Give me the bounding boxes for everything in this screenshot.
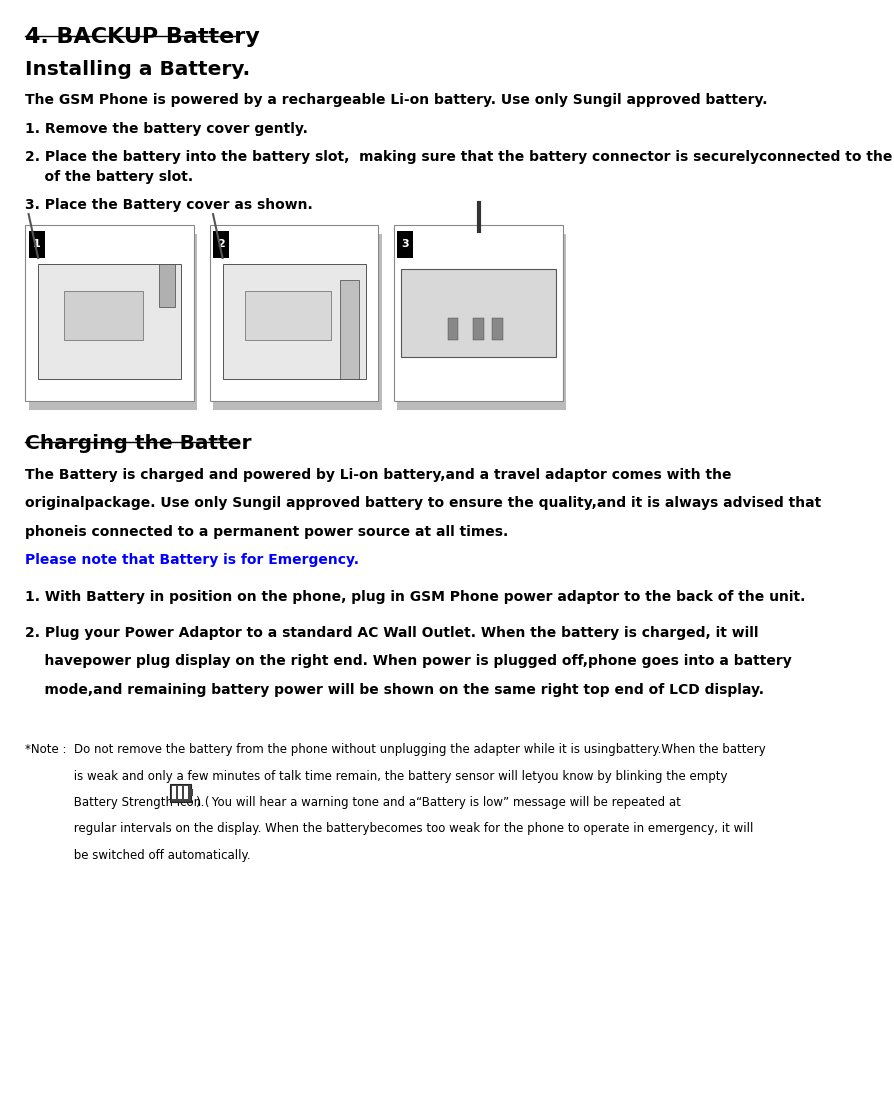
Bar [171, 784, 190, 802]
Bar [245, 291, 331, 340]
Text: 1: 1 [33, 239, 40, 249]
Text: 2. Plug your Power Adaptor to a standard AC Wall Outlet. When the battery is cha: 2. Plug your Power Adaptor to a standard… [25, 626, 759, 640]
Text: Installing a Battery.: Installing a Battery. [25, 60, 250, 79]
Text: 4. BACKUP Battery: 4. BACKUP Battery [25, 27, 260, 47]
Bar [474, 318, 484, 340]
Text: 3: 3 [401, 239, 409, 249]
Bar [29, 234, 197, 410]
Text: ).  You will hear a warning tone and a“Battery is low” message will be repeated : ). You will hear a warning tone and a“Ba… [197, 796, 681, 809]
Text: is weak and only a few minutes of talk time remain, the battery sensor will lety: is weak and only a few minutes of talk t… [25, 770, 728, 783]
Text: originalpackage. Use only Sungil approved battery to ensure the quality,and it i: originalpackage. Use only Sungil approve… [25, 496, 822, 511]
Text: 1. With Battery in position on the phone, plug in GSM Phone power adaptor to the: 1. With Battery in position on the phone… [25, 590, 805, 604]
Text: 1. Remove the battery cover gently.: 1. Remove the battery cover gently. [25, 122, 308, 136]
Text: be switched off automatically.: be switched off automatically. [25, 849, 251, 862]
Bar [172, 786, 176, 799]
Bar [394, 225, 562, 401]
Bar [38, 264, 181, 379]
Bar [398, 231, 413, 258]
Bar [448, 318, 458, 340]
Text: regular intervals on the display. When the batterybecomes too weak for the phone: regular intervals on the display. When t… [25, 822, 754, 836]
Bar [29, 231, 45, 258]
Bar [178, 786, 182, 799]
Bar [190, 789, 193, 796]
Bar [493, 318, 502, 340]
Bar [213, 234, 382, 410]
Text: Charging the Batter: Charging the Batter [25, 434, 252, 452]
Text: of the battery slot.: of the battery slot. [25, 170, 194, 184]
Text: havepower plug display on the right end. When power is plugged off,phone goes in: havepower plug display on the right end.… [25, 654, 792, 669]
Bar [210, 225, 378, 401]
Bar [401, 269, 556, 357]
Bar [159, 264, 175, 307]
Bar [25, 225, 194, 401]
Bar [63, 291, 143, 340]
Text: mode,and remaining battery power will be shown on the same right top end of LCD : mode,and remaining battery power will be… [25, 683, 764, 697]
Bar [398, 234, 566, 410]
Text: 2. Place the battery into the battery slot,  making sure that the battery connec: 2. Place the battery into the battery sl… [25, 150, 894, 165]
Bar [341, 280, 359, 379]
Text: The GSM Phone is powered by a rechargeable Li-on battery. Use only Sungil approv: The GSM Phone is powered by a rechargeab… [25, 93, 768, 108]
Text: Please note that Battery is for Emergency.: Please note that Battery is for Emergenc… [25, 553, 359, 568]
Text: The Battery is charged and powered by Li-on battery,and a travel adaptor comes w: The Battery is charged and powered by Li… [25, 468, 732, 482]
Text: 2: 2 [217, 239, 225, 249]
Text: Battery Strength icon (: Battery Strength icon ( [25, 796, 210, 809]
Bar [213, 231, 229, 258]
Text: 3. Place the Battery cover as shown.: 3. Place the Battery cover as shown. [25, 198, 313, 212]
Text: phoneis connected to a permanent power source at all times.: phoneis connected to a permanent power s… [25, 525, 509, 539]
Bar [223, 264, 366, 379]
Bar [184, 786, 189, 799]
Text: *Note :  Do not remove the battery from the phone without unplugging the adapter: *Note : Do not remove the battery from t… [25, 743, 766, 757]
